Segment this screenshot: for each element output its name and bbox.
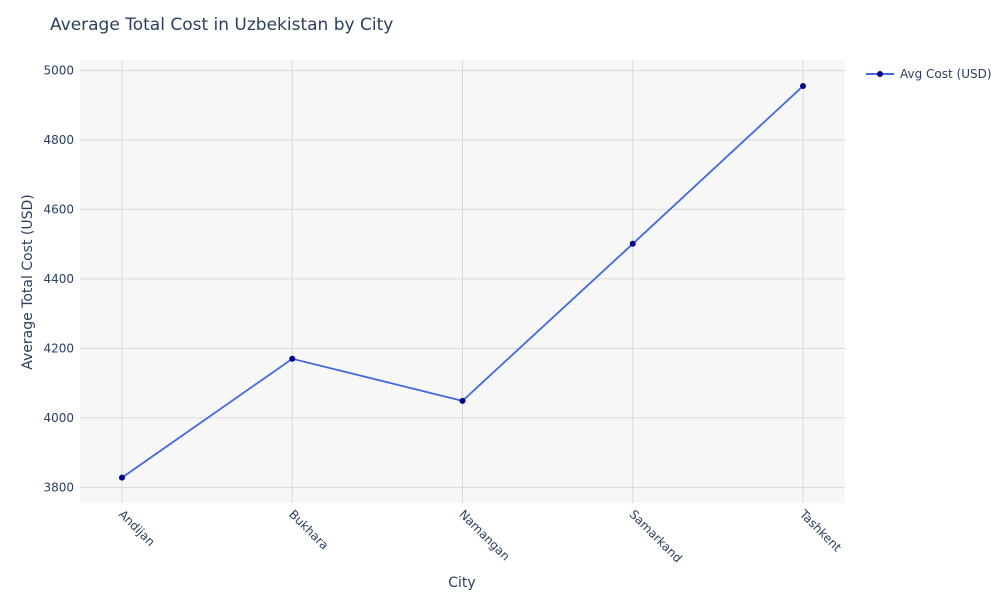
data-point[interactable] bbox=[800, 83, 806, 90]
y-axis-title: Average Total Cost (USD) bbox=[20, 194, 36, 370]
x-tick-label: Andijan bbox=[116, 507, 158, 549]
legend-label-avg-cost: Avg Cost (USD) bbox=[900, 67, 992, 81]
x-tick-label: Samarkand bbox=[627, 507, 685, 565]
grid bbox=[80, 60, 845, 503]
chart-title: Average Total Cost in Uzbekistan by City bbox=[50, 15, 393, 35]
x-axis-ticks: Andijan Bukhara Namangan Samarkand Tashkent bbox=[116, 507, 844, 566]
x-tick-label: Bukhara bbox=[286, 507, 331, 552]
y-tick-label: 4600 bbox=[43, 202, 74, 216]
x-tick-label: Namangan bbox=[456, 507, 512, 563]
y-tick-label: 4800 bbox=[43, 133, 74, 147]
y-axis-ticks: 3800 4000 4200 4400 4600 4800 5000 bbox=[43, 63, 74, 494]
x-axis-title: City bbox=[448, 575, 475, 591]
legend[interactable]: Avg Cost (USD) bbox=[866, 67, 992, 81]
y-tick-label: 4400 bbox=[43, 272, 74, 286]
y-tick-label: 5000 bbox=[43, 63, 74, 77]
data-point[interactable] bbox=[459, 397, 466, 404]
y-tick-label: 3800 bbox=[43, 480, 74, 494]
series-layer bbox=[119, 83, 806, 481]
data-point[interactable] bbox=[629, 240, 636, 247]
data-point[interactable] bbox=[119, 474, 125, 481]
y-tick-label: 4200 bbox=[43, 341, 74, 355]
x-tick-label: Tashkent bbox=[796, 507, 844, 555]
legend-marker-swatch bbox=[877, 71, 883, 77]
data-point[interactable] bbox=[289, 355, 296, 362]
y-tick-label: 4000 bbox=[43, 411, 74, 425]
